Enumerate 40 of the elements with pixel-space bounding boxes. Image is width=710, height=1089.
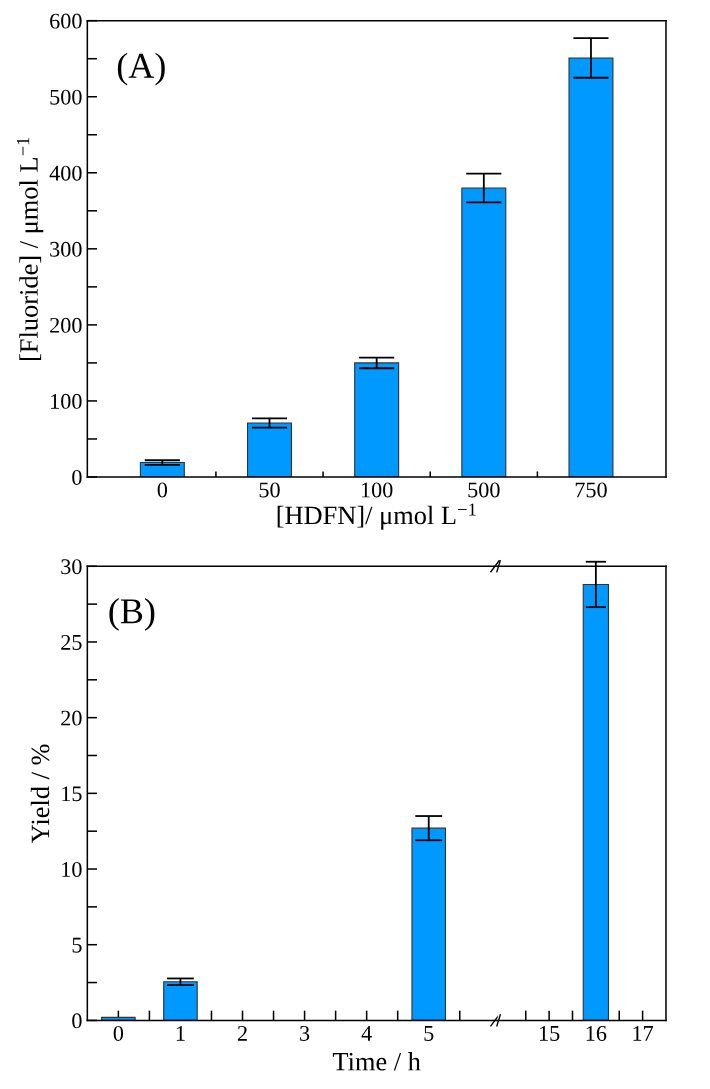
x-tick-label: 2 — [237, 1025, 247, 1041]
x-tick-label: 1 — [176, 1026, 185, 1041]
bar — [461, 187, 507, 477]
x-tick-label: 17 — [633, 1026, 654, 1041]
y-tick-label: 30 — [61, 559, 82, 575]
text: (A) — [117, 52, 165, 86]
x-tick-label: 15 — [539, 1026, 560, 1041]
y-tick-label: 10 — [62, 861, 82, 877]
y-tick-label: 15 — [62, 786, 82, 802]
x-tick-label: 4 — [361, 1026, 372, 1041]
x-tick-label: 3 — [300, 1025, 310, 1041]
x-tick-label: 0 — [113, 1025, 124, 1041]
y-axis-title: Yield / % — [30, 744, 50, 843]
y-tick-label: 100 — [51, 393, 82, 409]
text: (B) — [109, 598, 155, 631]
y-tick-label: 300 — [50, 241, 82, 257]
x-tick-label: 100 — [361, 482, 393, 498]
y-tick-label: 200 — [50, 317, 82, 333]
x-tick-label: 0 — [157, 482, 168, 498]
x-axis-title: Time / h — [332, 1051, 421, 1071]
bar — [246, 422, 293, 477]
x-tick-label: 5 — [424, 1026, 434, 1041]
x-tick-label: 500 — [468, 482, 500, 498]
y-tick-label: 5 — [72, 937, 82, 953]
y-tick-label: 500 — [50, 89, 82, 105]
x-tick-label: 750 — [575, 482, 607, 498]
x-tick-label: 50 — [259, 482, 280, 498]
bar — [568, 57, 614, 477]
x-axis-title: [HDFN]/ μmol L$^{−1}$ — [277, 503, 476, 530]
y-tick-label: 400 — [49, 165, 82, 181]
y-tick-label: 600 — [50, 13, 82, 29]
bar — [163, 981, 198, 1021]
bar — [354, 362, 400, 477]
y-axis-title: [Fluoride] / μmol L$^{−1}$ — [16, 137, 44, 360]
y-tick-label: 0 — [72, 469, 82, 485]
y-tick-label: 25 — [61, 634, 82, 650]
y-tick-label: 20 — [61, 710, 82, 726]
y-tick-label: 0 — [72, 1013, 82, 1029]
bar — [411, 827, 447, 1021]
x-tick-label: 16 — [586, 1025, 607, 1041]
